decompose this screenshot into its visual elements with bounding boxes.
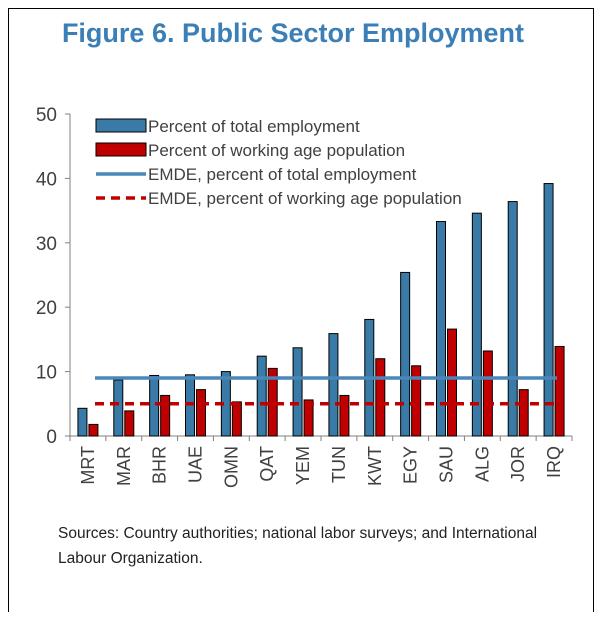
legend-working-age-swatch xyxy=(95,142,147,157)
bar-working-age xyxy=(339,394,350,437)
bar-chart: 0 10 20 30 40 50 MRT MAR BHR UAE OMN QAT YEM TUN KWT EG… xyxy=(36,105,573,488)
x-tick-label: IRQ xyxy=(544,446,564,478)
x-tick-label: KWT xyxy=(365,446,385,486)
y-tick-label: 50 xyxy=(36,105,57,126)
bar-working-age xyxy=(88,423,99,437)
bar-working-age xyxy=(482,350,493,437)
legend-total-employment-label: Percent of total employment xyxy=(148,117,360,136)
y-tick-label: 0 xyxy=(46,427,57,448)
y-tick-label: 30 xyxy=(36,234,57,255)
bar-working-age xyxy=(375,358,386,437)
source-note: Sources: Country authorities; national l… xyxy=(58,525,538,567)
bar-total-employment xyxy=(292,347,303,437)
x-tick-label: ALG xyxy=(472,446,492,482)
bar-working-age xyxy=(411,365,422,437)
x-tick-label: JOR xyxy=(508,446,528,482)
legend-emde-total-label: EMDE, percent of total employment xyxy=(148,165,417,184)
bar-working-age xyxy=(160,394,171,437)
bar-working-age xyxy=(231,401,242,437)
bar-total-employment xyxy=(149,374,160,437)
x-tick-label: EGY xyxy=(401,446,421,484)
bar-total-employment xyxy=(256,355,267,437)
bar-working-age xyxy=(303,399,314,437)
bar-working-age xyxy=(518,389,529,437)
bar-total-employment xyxy=(543,183,554,437)
bar-total-employment xyxy=(113,379,124,437)
bar-working-age xyxy=(554,345,565,437)
bar-total-employment xyxy=(77,407,88,437)
x-tick-label: MRT xyxy=(78,446,98,485)
bar-working-age xyxy=(196,389,206,437)
x-tick-label: SAU xyxy=(437,446,457,483)
x-tick-label: MAR xyxy=(114,446,134,486)
legend-emde-working-age-label: EMDE, percent of working age population xyxy=(148,189,462,208)
bar-total-employment xyxy=(507,201,518,437)
y-tick-label: 10 xyxy=(36,363,57,384)
figure-title: Figure 6. Public Sector Employment xyxy=(61,18,525,48)
y-tick-label: 40 xyxy=(36,169,57,190)
x-tick-label: TUN xyxy=(329,446,349,483)
bar-total-employment xyxy=(328,333,339,437)
figure-frame xyxy=(8,8,594,612)
y-tick-label: 20 xyxy=(36,298,57,319)
bar-working-age xyxy=(124,410,135,437)
bar-total-employment xyxy=(436,221,446,437)
bar-working-age xyxy=(447,328,457,437)
legend-working-age-label: Percent of working age population xyxy=(148,141,405,160)
bar-total-employment xyxy=(400,271,411,437)
x-tick-label: OMN xyxy=(221,446,241,488)
legend-total-employment-swatch xyxy=(95,118,147,133)
bar-total-employment xyxy=(471,212,482,437)
x-tick-label: UAE xyxy=(186,446,206,483)
x-tick-label: YEM xyxy=(293,446,313,485)
x-tick-label: BHR xyxy=(150,446,170,484)
x-tick-label: QAT xyxy=(257,446,277,482)
